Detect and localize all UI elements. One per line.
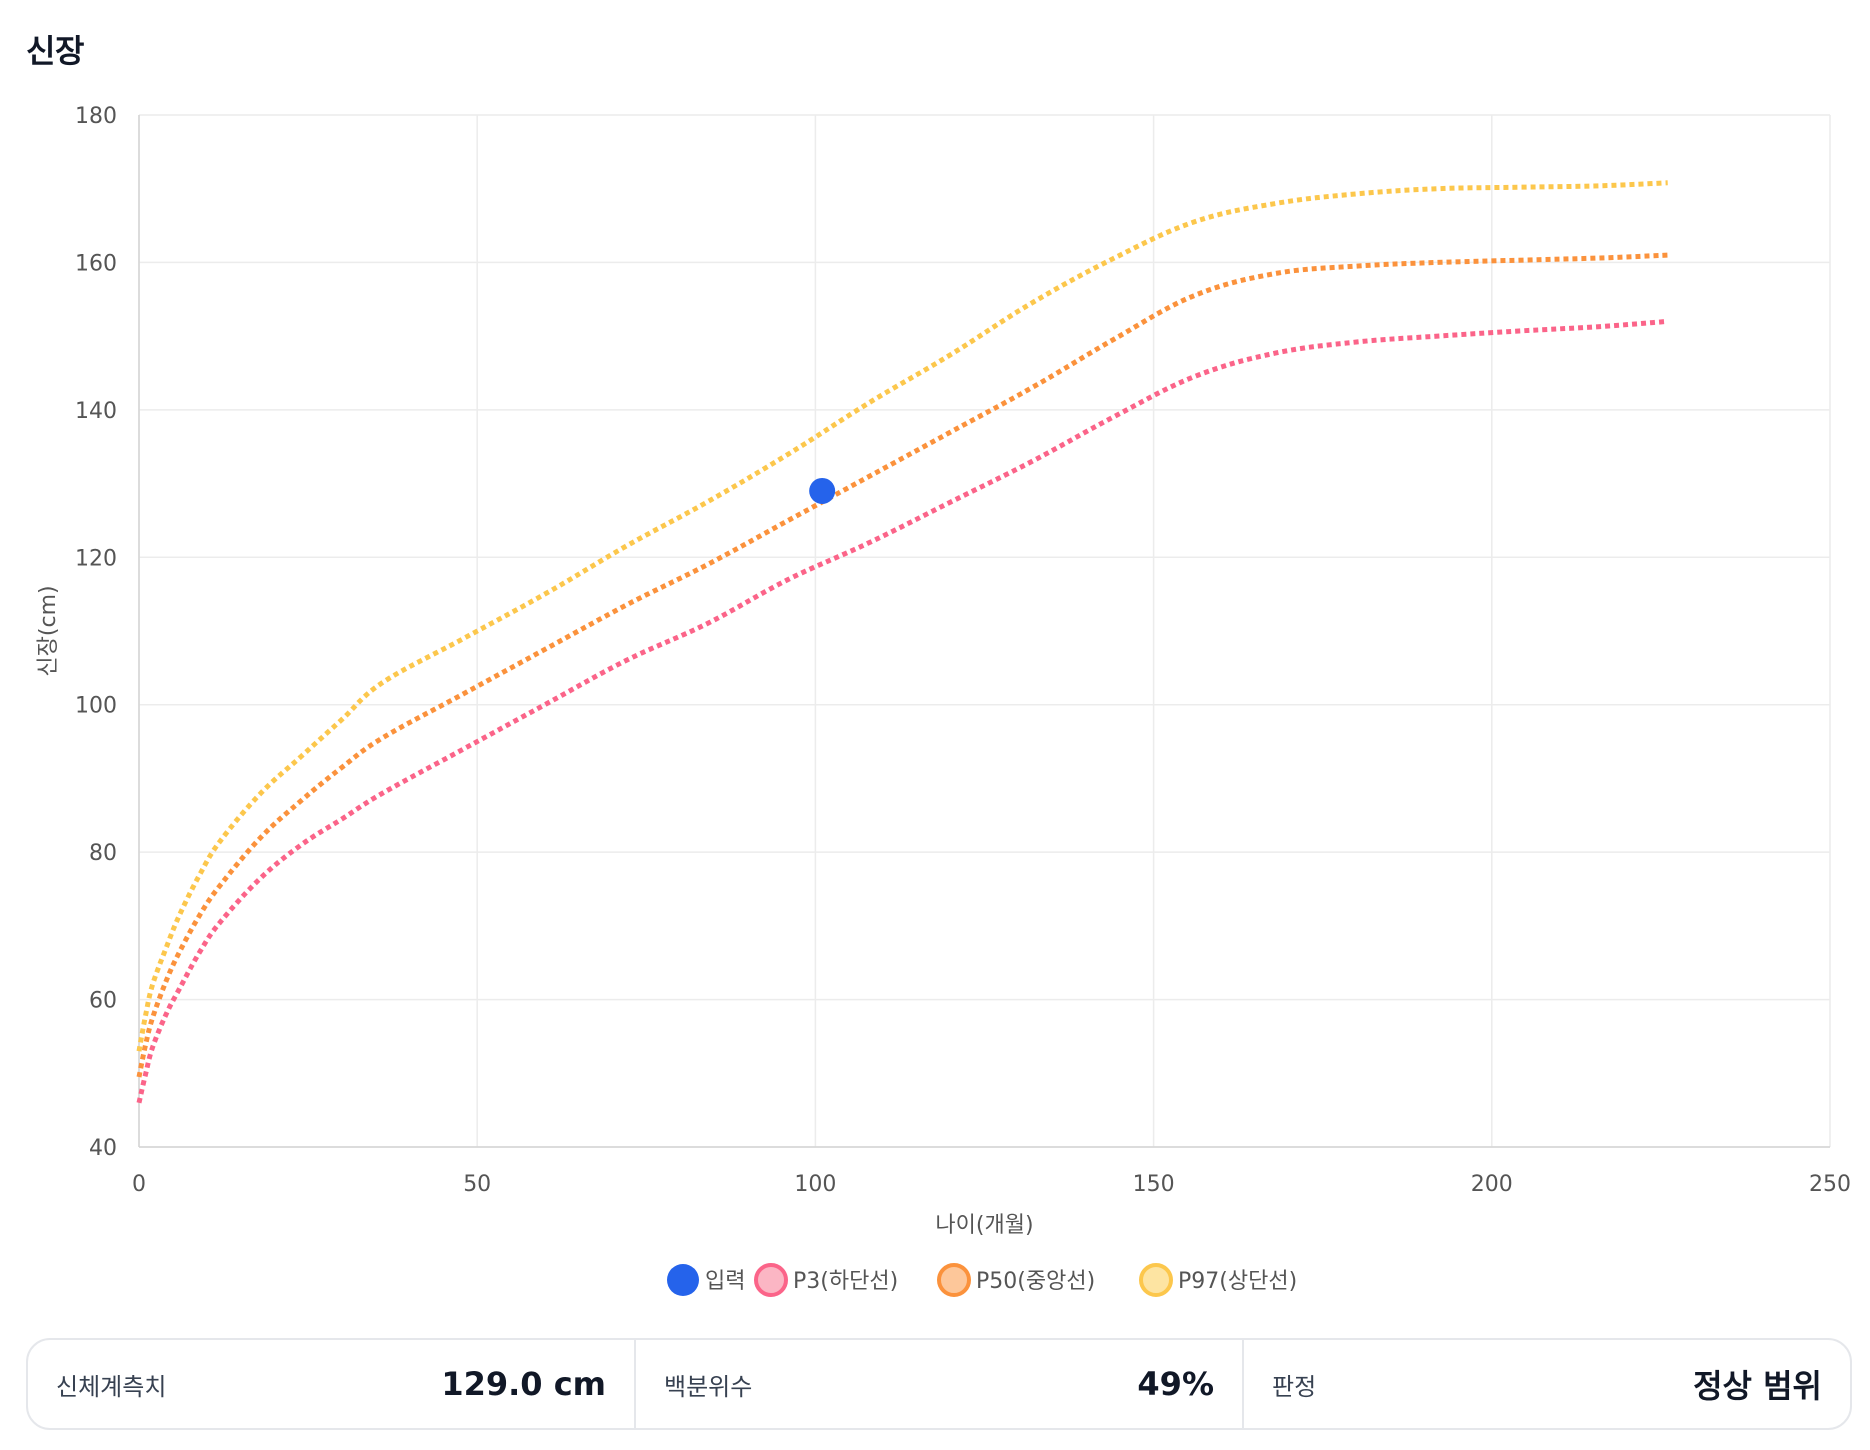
legend-label: P97(상단선) <box>1178 1269 1297 1294</box>
page-title: 신장 <box>26 32 84 70</box>
x-tick-label: 100 <box>794 1172 836 1197</box>
y-tick-label: 120 <box>75 546 117 571</box>
percentile-cell: 백분위수 49% <box>636 1340 1244 1428</box>
y-tick-label: 60 <box>89 989 117 1014</box>
y-tick-label: 140 <box>75 399 117 424</box>
measurement-value: 129.0 cm <box>441 1365 606 1403</box>
legend-marker <box>937 1263 971 1297</box>
legend-marker <box>754 1263 788 1297</box>
chart-legend: 입력 P3(하단선) P50(중앙선) P97(상단선) <box>667 1263 1297 1297</box>
y-tick-label: 180 <box>75 104 117 129</box>
percentile-label: 백분위수 <box>664 1372 753 1401</box>
percentile-value: 49% <box>1137 1365 1214 1403</box>
p3-curve <box>136 318 1668 1104</box>
y-tick-label: 80 <box>89 841 117 866</box>
chart-lines <box>136 180 1668 1104</box>
judgement-label: 판정 <box>1272 1372 1317 1401</box>
y-axis-title: 신장(cm) <box>36 585 61 676</box>
measurement-cell: 신체계측치 129.0 cm <box>28 1340 636 1428</box>
summary-panel: 신체계측치 129.0 cm 백분위수 49% 판정 정상 범위 <box>26 1338 1852 1430</box>
judgement-cell: 판정 정상 범위 <box>1244 1340 1850 1428</box>
y-tick-label: 40 <box>89 1136 117 1161</box>
legend-label: P50(중앙선) <box>976 1269 1095 1294</box>
y-tick-label: 160 <box>75 251 117 276</box>
legend-label: 입력 <box>705 1269 745 1294</box>
x-tick-label: 0 <box>132 1172 146 1197</box>
chart-axes <box>138 115 1830 1148</box>
judgement-value: 정상 범위 <box>1693 1367 1822 1405</box>
y-tick-label: 100 <box>75 694 117 719</box>
legend-marker <box>1139 1263 1173 1297</box>
x-tick-label: 150 <box>1133 1172 1175 1197</box>
chart-grid <box>138 114 1831 1148</box>
x-tick-label: 200 <box>1471 1172 1513 1197</box>
chart-points <box>809 477 836 504</box>
input-point <box>809 477 836 504</box>
legend-marker <box>667 1264 699 1296</box>
chart-labels: 0 50 100 150 200 250 40 60 80 100 120 140 160 180 나이(개… <box>36 104 1851 1238</box>
p50-curve <box>136 252 1668 1078</box>
x-tick-label: 250 <box>1809 1172 1851 1197</box>
p97-curve <box>136 180 1668 1052</box>
x-axis-title: 나이(개월) <box>935 1213 1033 1238</box>
measurement-label: 신체계측치 <box>56 1372 167 1401</box>
x-tick-label: 50 <box>463 1172 491 1197</box>
legend-label: P3(하단선) <box>793 1269 898 1294</box>
growth-chart: 0 50 100 150 200 250 40 60 80 100 120 140 160 180 나이(개… <box>36 104 1851 1297</box>
